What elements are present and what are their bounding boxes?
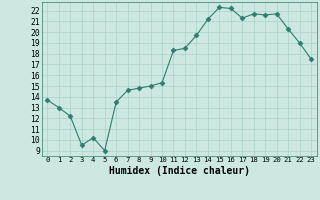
X-axis label: Humidex (Indice chaleur): Humidex (Indice chaleur): [109, 166, 250, 176]
